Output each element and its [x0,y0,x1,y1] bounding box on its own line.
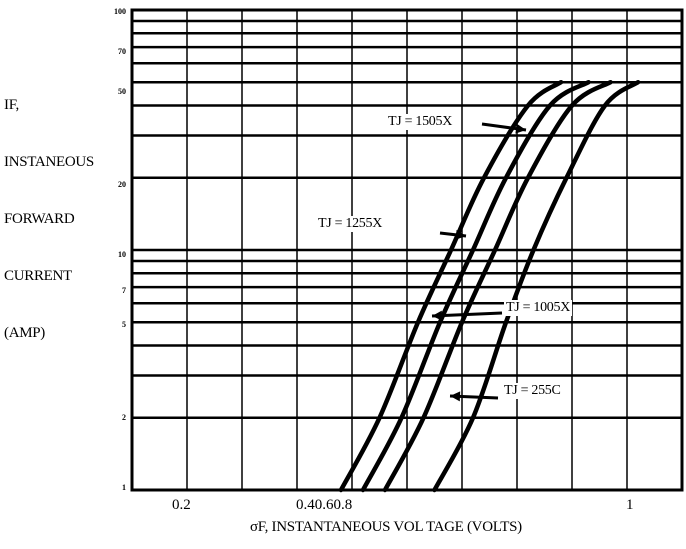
series-arrowhead-1 [455,229,466,240]
y-tick-label: 50 [118,87,126,96]
series-arrowhead-3 [450,391,461,402]
series-line-1 [360,79,591,493]
x-tick-label: 0.2 [172,497,191,513]
series-label-tj150: TJ = 1505X [386,114,455,130]
y-axis-label-line: INSTANEOUS [4,154,94,170]
y-tick-label: 10 [118,250,126,259]
series-arrowhead-2 [432,310,443,321]
y-axis-label: IF, INSTANEOUS FORWARD CURRENT (AMP) [4,58,94,362]
series-label-tj100: TJ = 1005X [504,300,573,316]
series-line-3 [432,79,641,493]
series-line-0 [338,79,564,493]
y-tick-label: 7 [122,286,126,295]
y-tick-label: 5 [122,320,126,329]
y-tick-label: 1 [122,483,126,492]
series-arrow-2 [431,311,503,318]
x-axis-label: σF, INSTANTANEOUS VOL TAGE (VOLTS) [250,519,522,535]
series-arrowhead-0 [515,123,526,134]
y-axis-label-line: IF, [4,97,19,113]
x-tick-label: 1 [626,497,634,513]
y-tick-label: 70 [118,47,126,56]
y-axis-label-line: FORWARD [4,211,75,227]
y-tick-label: 2 [122,413,126,422]
y-tick-label: 20 [118,180,126,189]
y-tick-label: 100 [114,7,126,16]
y-axis-label-line: (AMP) [4,325,46,341]
series-label-tj25: TJ = 255C [502,383,563,399]
series-line-2 [382,79,613,493]
y-axis-label-line: CURRENT [4,268,72,284]
series-label-tj125: TJ = 1255X [316,216,385,232]
x-tick-label: 0.40.60.8 [296,497,353,513]
